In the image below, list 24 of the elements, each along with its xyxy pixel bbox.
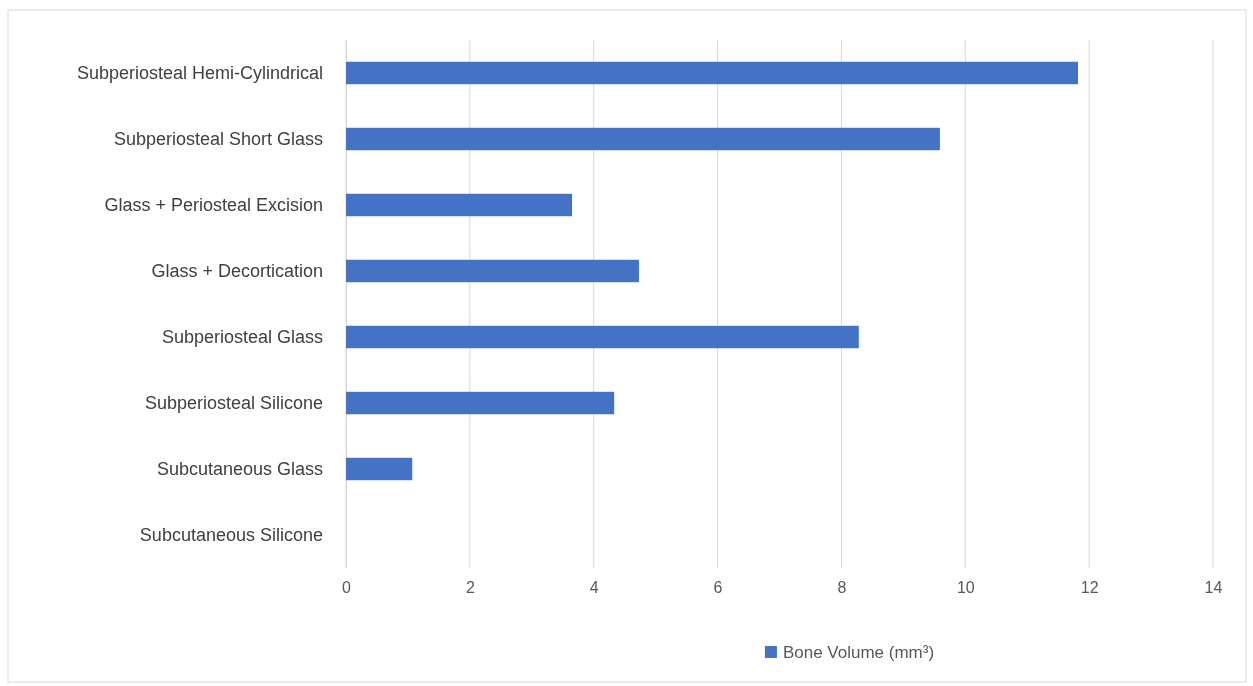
y-tick-label: Subperiosteal Glass bbox=[161, 326, 323, 347]
y-tick-label: Subperiosteal Hemi-Cylindrical bbox=[76, 62, 323, 83]
bar bbox=[346, 457, 413, 481]
y-tick-label: Glass + Periosteal Excision bbox=[104, 194, 323, 215]
bar bbox=[346, 61, 1078, 85]
x-tick-label: 2 bbox=[465, 579, 475, 597]
x-tick-label: 0 bbox=[342, 579, 352, 597]
legend-label: Bone Volume (mm³) bbox=[782, 642, 935, 662]
bar bbox=[346, 127, 940, 151]
y-tick-label: Subperiosteal Short Glass bbox=[113, 128, 323, 149]
bar bbox=[346, 259, 639, 283]
bar bbox=[346, 325, 859, 349]
x-tick-label: 4 bbox=[589, 579, 599, 597]
y-tick-label: Glass + Decortication bbox=[151, 260, 323, 281]
y-tick-label: Subcutaneous Glass bbox=[156, 458, 323, 479]
x-tick-label: 12 bbox=[1080, 579, 1099, 597]
x-tick-label: 6 bbox=[713, 579, 723, 597]
x-tick-label: 14 bbox=[1204, 579, 1223, 597]
bar bbox=[346, 391, 615, 415]
bar bbox=[346, 193, 573, 217]
y-tick-label: Subperiosteal Silicone bbox=[144, 392, 323, 413]
y-tick-label: Subcutaneous Silicone bbox=[139, 524, 323, 545]
x-tick-label: 10 bbox=[956, 579, 975, 597]
x-tick-label: 8 bbox=[837, 579, 847, 597]
